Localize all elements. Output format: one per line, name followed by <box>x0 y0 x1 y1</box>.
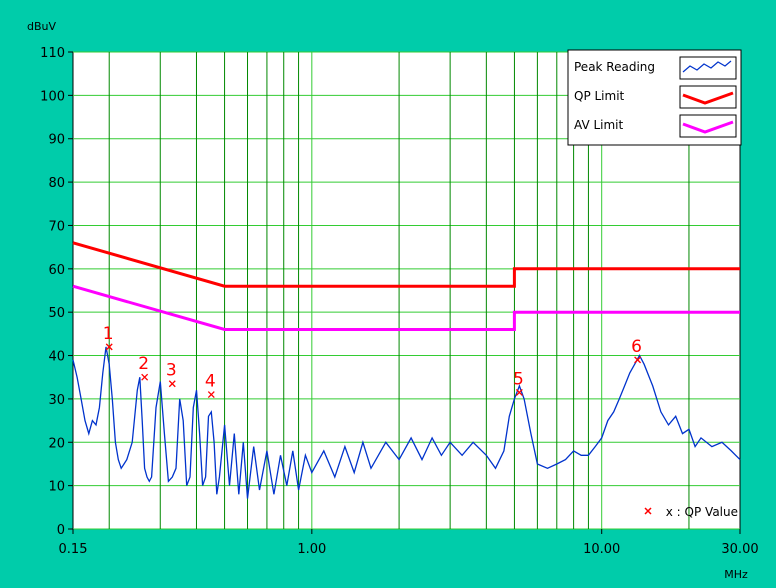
av-limit-line <box>72 284 740 331</box>
qp-marker-label: 5 <box>513 369 524 389</box>
x-axis: 0.15 1.00 10.00 30.00 <box>59 529 759 557</box>
legend-label: QP Limit <box>574 89 625 103</box>
y-tick-label: 10 <box>48 480 65 495</box>
x-tick-label: 10.00 <box>583 542 620 557</box>
y-tick-label: 30 <box>48 393 65 408</box>
legend: Peak Reading QP Limit AV Limit <box>567 49 742 146</box>
qp-marker-x <box>207 391 215 399</box>
qp-marker: 5 <box>513 369 524 396</box>
y-tick-label: 60 <box>48 263 65 278</box>
qp-limit-line <box>72 241 740 288</box>
qp-marker: 6 <box>631 337 642 364</box>
qp-marker-x <box>141 373 149 381</box>
legend-label: Peak Reading <box>574 60 655 74</box>
qp-marker-label: 3 <box>166 361 177 381</box>
legend-swatch-box <box>679 85 737 109</box>
qp-marker-x <box>105 343 113 351</box>
x-tick-label: 1.00 <box>297 542 326 557</box>
legend-swatch-line <box>682 91 734 105</box>
grid-lines <box>73 51 740 530</box>
legend-label: AV Limit <box>574 118 624 132</box>
y-axis-label: dBuV <box>27 20 57 33</box>
qp-marker: 3 <box>166 361 177 388</box>
qp-marker-x <box>634 356 642 364</box>
y-tick-label: 90 <box>48 133 65 148</box>
qp-marker-label: 1 <box>103 324 114 344</box>
y-tick-label: 80 <box>48 176 65 191</box>
y-axis: 0 10 20 30 40 50 60 70 80 90 100 110 <box>40 46 73 538</box>
qp-marker-label: 4 <box>205 372 216 392</box>
qp-marker: 4 <box>205 372 216 399</box>
legend-swatch-box <box>679 114 737 138</box>
peak-reading-line <box>72 346 741 499</box>
series-layer <box>72 241 741 499</box>
qp-marker: 1 <box>103 324 114 351</box>
qp-marker: 2 <box>138 354 149 381</box>
x-axis-label: MHz <box>724 568 748 581</box>
y-tick-label: 100 <box>40 89 65 104</box>
qp-marker-x <box>168 380 176 388</box>
qp-marker-x <box>515 388 523 396</box>
qp-marker-label: 2 <box>138 354 149 374</box>
y-tick-label: 40 <box>48 350 65 365</box>
y-tick-label: 50 <box>48 306 65 321</box>
qp-note-marker <box>644 507 652 515</box>
qp-note-text: x : QP Value <box>666 505 738 519</box>
qp-marker-label: 6 <box>631 337 642 357</box>
qp-value-note: x : QP Value <box>666 505 738 519</box>
legend-swatch-box <box>679 56 737 80</box>
y-tick-label: 70 <box>48 219 65 234</box>
x-tick-label: 30.00 <box>721 542 758 557</box>
qp-markers: 12 34 56 <box>103 324 642 399</box>
legend-swatch-line <box>682 120 734 134</box>
y-tick-label: 110 <box>40 46 65 61</box>
x-tick-label: 0.15 <box>59 542 88 557</box>
legend-swatch-line <box>682 60 732 73</box>
y-tick-label: 20 <box>48 436 65 451</box>
y-tick-label: 0 <box>57 523 65 538</box>
